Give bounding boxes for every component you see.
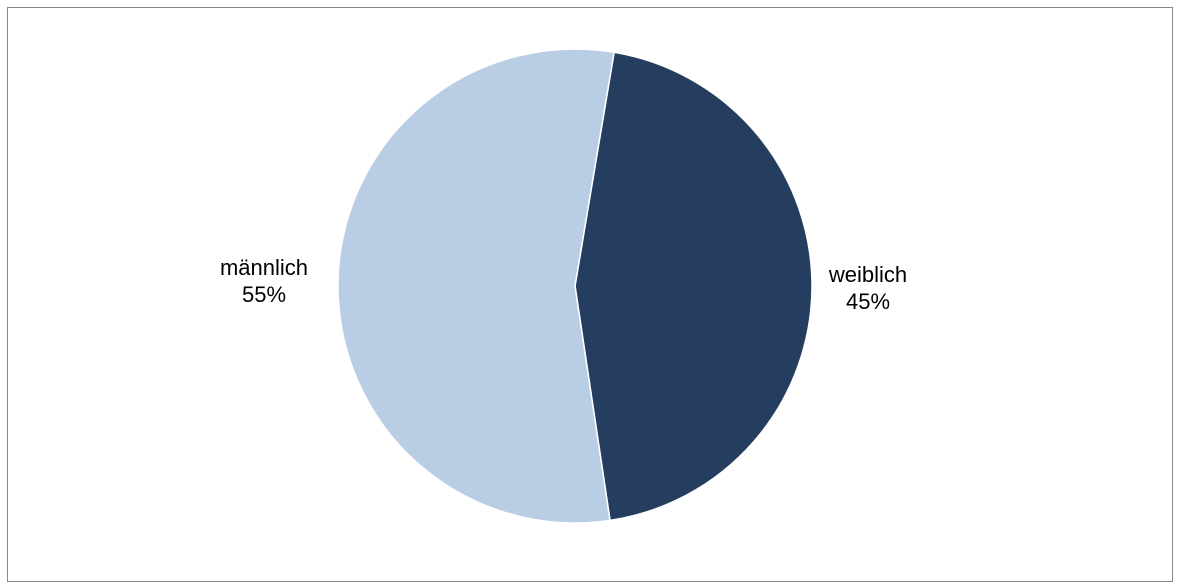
slice-category-label: weiblich <box>828 262 907 287</box>
slice-percent-label: 55% <box>242 282 286 307</box>
slice-percent-label: 45% <box>846 289 890 314</box>
pie-slice-maennlich <box>337 48 615 524</box>
slice-category-label: männlich <box>220 255 308 280</box>
pie-slice-weiblich <box>574 51 813 522</box>
